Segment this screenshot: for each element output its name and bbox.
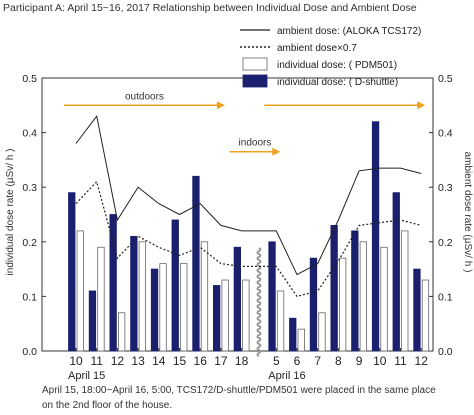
bar-d-shuttle — [413, 268, 421, 352]
y-tick-label-left: 0.4 — [22, 128, 37, 140]
y-tick-label-right: 0.5 — [438, 73, 453, 85]
line-ambient-dose-x07 — [75, 180, 422, 298]
x-tick-label: 5 — [273, 354, 280, 368]
bar-d-shuttle — [330, 225, 338, 352]
y-tick-label-left: 0.2 — [22, 237, 37, 249]
y-axis-label-right: ambient dose rate (µSv/ h ) — [462, 152, 473, 273]
y-tick-label-right: 0.0 — [438, 346, 453, 358]
bar-pdm501 — [421, 279, 430, 352]
bar-pdm501 — [76, 230, 84, 352]
bar-pdm501 — [276, 290, 285, 352]
x-tick-label: 9 — [356, 354, 363, 368]
bar-d-shuttle — [150, 268, 159, 352]
bar-pdm501 — [338, 257, 347, 352]
x-tick-label: 12 — [415, 354, 429, 368]
date-label: April 16 — [268, 370, 305, 382]
bar-pdm501 — [401, 230, 409, 352]
x-tick-label: 8 — [335, 354, 342, 368]
y-tick-label-right: 0.4 — [438, 128, 453, 140]
annotation-arrow-head — [417, 101, 426, 110]
x-tick-label: 11 — [394, 354, 407, 368]
x-tick-label: 12 — [111, 354, 125, 368]
bar-d-shuttle — [88, 290, 97, 352]
x-tick-label: 11 — [90, 354, 103, 368]
y-tick-label-left: 0.5 — [22, 73, 37, 85]
legend-swatch-bar — [242, 74, 268, 88]
bar-d-shuttle — [171, 219, 179, 352]
annotation-label: outdoors — [125, 91, 164, 102]
axes-group: 0.0 0.0 0.1 0.1 0.2 0.2 0.3 0.3 0.4 0.4 0.5 0.5 10 11… — [22, 73, 452, 382]
annotation-arrow-head — [272, 147, 281, 156]
y-tick-label-left: 0.3 — [22, 182, 37, 194]
legend: ambient dose: (ALOKA TCS172) ambient dose… — [240, 26, 421, 88]
bar-pdm501 — [159, 263, 167, 352]
line-ambient-dose — [75, 115, 422, 276]
caption-line-1: April 15, 18:00~April 16, 5:00, TCS172/D… — [42, 385, 436, 396]
bar-d-shuttle — [130, 235, 138, 352]
axis-break-marker — [256, 247, 262, 357]
bar-d-shuttle — [192, 175, 200, 352]
x-tick-label: 10 — [69, 354, 83, 368]
date-label: April 15 — [68, 370, 105, 382]
bar-pdm501 — [138, 241, 147, 352]
bar-pdm501 — [380, 246, 388, 352]
chart-title: Participant A: April 15~16, 2017 Relatio… — [3, 2, 417, 14]
bar-d-shuttle — [309, 257, 318, 352]
y-tick-label-right: 0.2 — [438, 237, 453, 249]
legend-label: individual dose: ( D-shuttle) — [277, 77, 398, 88]
bar-d-shuttle — [371, 121, 380, 352]
x-tick-label: 13 — [131, 354, 145, 368]
bar-d-shuttle — [392, 192, 400, 352]
x-tick-label: 6 — [294, 354, 301, 368]
bar-pdm501 — [318, 312, 326, 352]
x-tick-label: 18 — [235, 354, 249, 368]
legend-label: individual dose: ( PDM501) — [277, 60, 397, 71]
annotation-label: indoors — [239, 138, 272, 149]
bar-pdm501 — [359, 241, 368, 352]
x-tick-label: 7 — [314, 354, 321, 368]
x-tick-label: 17 — [214, 354, 228, 368]
bar-d-shuttle — [268, 241, 276, 352]
annotation-arrow-head — [216, 101, 225, 110]
lines-group — [75, 115, 422, 298]
bar-d-shuttle — [233, 246, 242, 352]
legend-label: ambient dose: (ALOKA TCS172) — [277, 26, 421, 37]
bar-pdm501 — [297, 328, 305, 352]
bar-pdm501 — [118, 312, 126, 352]
bar-pdm501 — [97, 246, 105, 352]
annotations-group: outdoors indoors — [64, 91, 426, 156]
bar-d-shuttle — [68, 192, 76, 352]
bar-d-shuttle — [109, 214, 117, 352]
bar-pdm501 — [180, 263, 188, 352]
x-tick-label: 15 — [173, 354, 187, 368]
x-tick-label: 10 — [373, 354, 387, 368]
y-tick-label-left: 0.0 — [22, 346, 37, 358]
legend-label: ambient dose×0.7 — [277, 43, 357, 54]
y-tick-label-right: 0.3 — [438, 182, 453, 194]
bar-d-shuttle — [212, 285, 221, 352]
x-tick-label: 14 — [152, 354, 166, 368]
caption-line-2: on the 2nd floor of the house. — [42, 400, 173, 411]
bar-pdm501 — [221, 279, 229, 352]
y-axis-label-left: individual dose rate (µSv/ h ) — [5, 149, 16, 276]
bar-d-shuttle — [351, 230, 359, 352]
x-tick-label: 16 — [194, 354, 208, 368]
bar-pdm501 — [200, 241, 209, 352]
bar-pdm501 — [242, 279, 250, 352]
bar-d-shuttle — [289, 317, 297, 352]
y-tick-label-left: 0.1 — [22, 291, 37, 303]
y-tick-label-right: 0.1 — [438, 291, 453, 303]
legend-swatch-bar — [242, 57, 268, 71]
bars-group — [68, 121, 430, 352]
